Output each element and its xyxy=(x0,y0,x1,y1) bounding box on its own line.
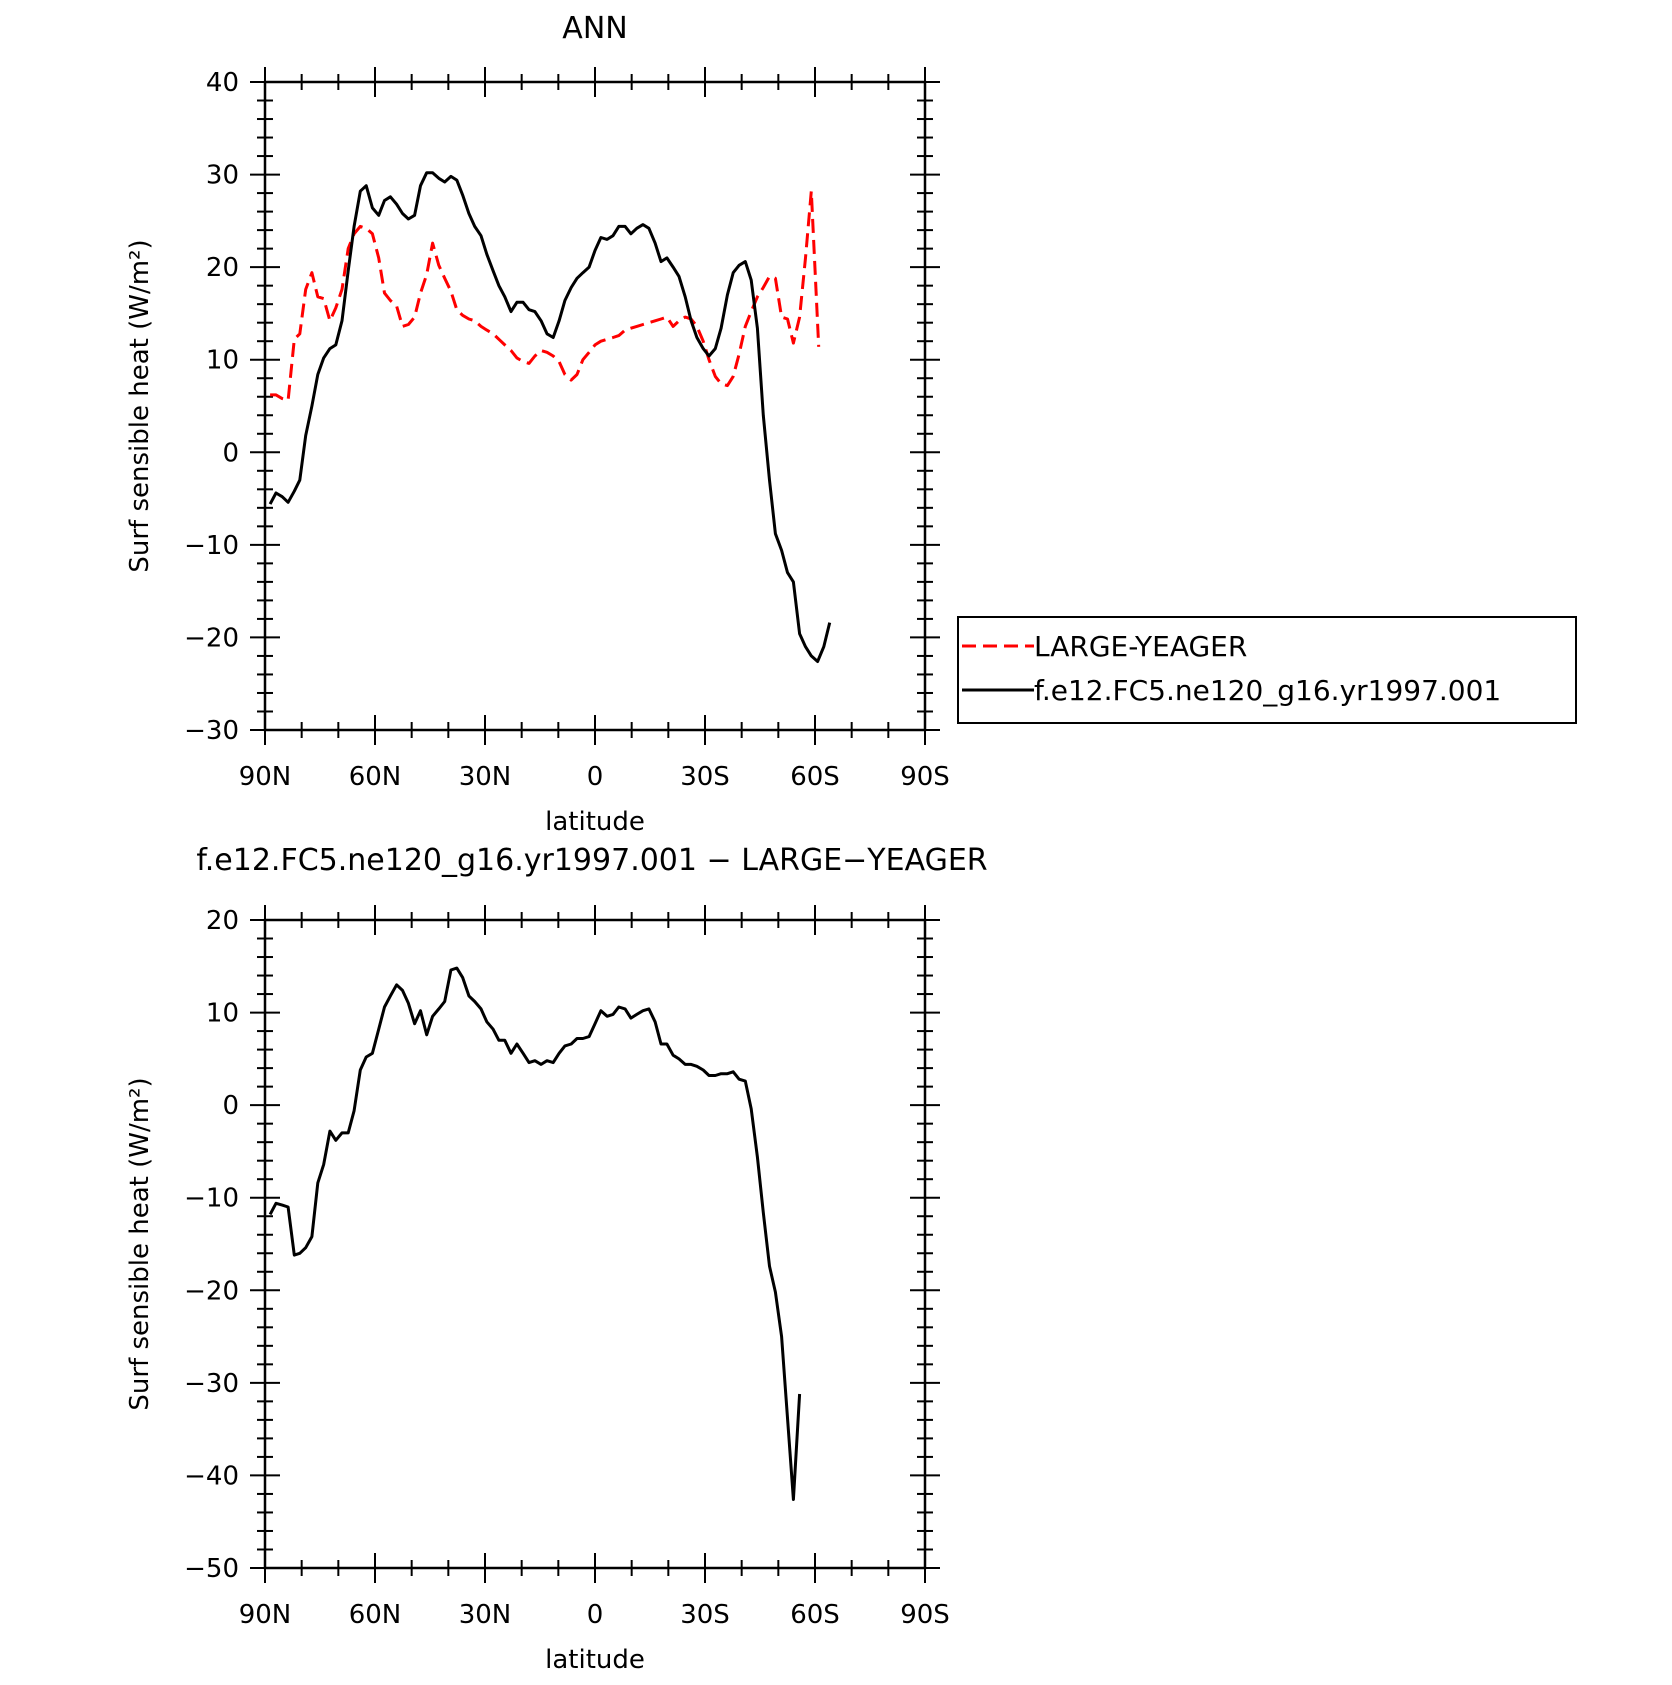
y-tick-label: −20 xyxy=(184,623,239,653)
x-tick-label: 0 xyxy=(587,762,604,792)
x-tick-label: 30S xyxy=(680,762,730,792)
x-tick-label: 30S xyxy=(680,1600,730,1630)
x-axis-title: latitude xyxy=(545,807,645,837)
x-tick-label: 60N xyxy=(349,762,402,792)
x-tick-label: 60N xyxy=(349,1600,402,1630)
y-tick-label: 10 xyxy=(206,346,239,376)
y-tick-label: 30 xyxy=(206,161,239,191)
y-tick-label: 0 xyxy=(222,438,239,468)
y-tick-label: −40 xyxy=(184,1461,239,1491)
y-axis-title: Surf sensible heat (W/m²) xyxy=(125,1077,155,1410)
legend-box xyxy=(957,616,1577,724)
x-tick-label: 60S xyxy=(790,762,840,792)
x-tick-label: 90N xyxy=(239,1600,292,1630)
legend-label: f.e12.FC5.ne120_g16.yr1997.001 xyxy=(1034,674,1501,707)
y-tick-label: −30 xyxy=(184,1369,239,1399)
x-tick-label: 90N xyxy=(239,762,292,792)
series-line-1 xyxy=(270,189,821,402)
panel-bottom: −50 −40 −30 −20 −10 0 10 20 90N 60N 30N 0 30S 60S 90S l… xyxy=(125,843,988,1675)
series-line-2 xyxy=(268,171,832,663)
x-axis-title: latitude xyxy=(545,1645,645,1675)
y-tick-label: −20 xyxy=(184,1276,239,1306)
x-tick-label: 60S xyxy=(790,1600,840,1630)
series-line-1 xyxy=(268,966,802,1501)
x-tick-label: 0 xyxy=(587,1600,604,1630)
y-tick-label: −10 xyxy=(184,531,239,561)
y-tick-label: −50 xyxy=(184,1554,239,1584)
y-tick-label: 20 xyxy=(206,253,239,283)
y-tick-label: 20 xyxy=(206,906,239,936)
panel-top: −30 −20 −10 0 10 20 30 40 90N 60N 30N 0 30S 60S 90S lat… xyxy=(125,11,950,837)
legend: LARGE-YEAGER f.e12.FC5.ne120_g16.yr1997.0… xyxy=(957,616,1577,724)
x-tick-label: 90S xyxy=(900,762,950,792)
y-tick-label: 0 xyxy=(222,1091,239,1121)
chart-title: ANN xyxy=(562,11,627,46)
x-tick-label: 90S xyxy=(900,1600,950,1630)
chart-title: f.e12.FC5.ne120_g16.yr1997.001 − LARGE−Y… xyxy=(196,843,987,878)
y-axis-title: Surf sensible heat (W/m²) xyxy=(125,239,155,572)
legend-label: LARGE-YEAGER xyxy=(1034,630,1247,663)
y-tick-label: 40 xyxy=(206,68,239,98)
y-tick-label: 10 xyxy=(206,999,239,1029)
y-tick-label: −10 xyxy=(184,1184,239,1214)
y-tick-label: −30 xyxy=(184,716,239,746)
x-tick-label: 30N xyxy=(459,762,512,792)
x-tick-label: 30N xyxy=(459,1600,512,1630)
